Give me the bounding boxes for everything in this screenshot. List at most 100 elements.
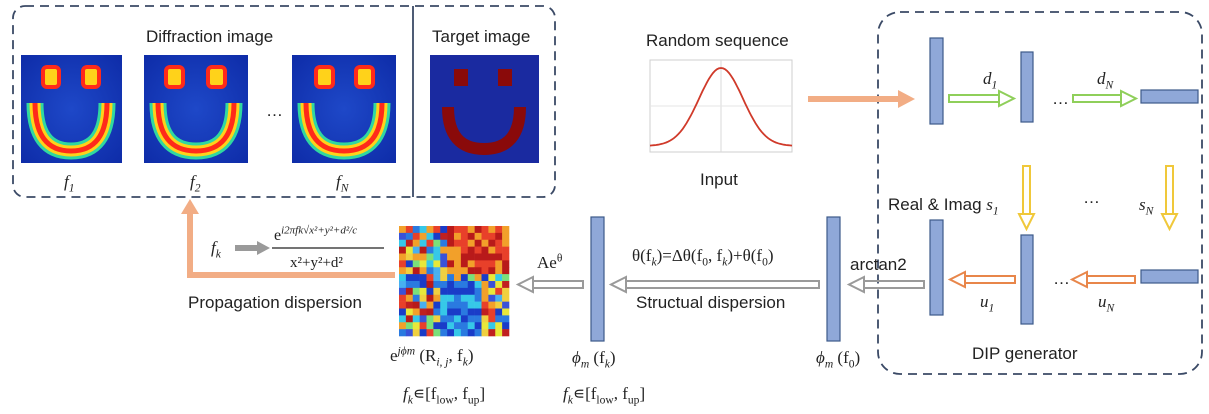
phi-fk-block: [590, 216, 605, 342]
mosaic-cell: [405, 281, 414, 289]
mosaic-cell: [495, 253, 503, 261]
mosaic-cell: [426, 322, 434, 330]
mosaic-cell: [447, 287, 455, 296]
mosaic-cell: [454, 267, 462, 275]
mosaic-cell: [412, 301, 420, 309]
mosaic-cell: [405, 246, 414, 254]
mosaic-cell: [405, 308, 414, 316]
mosaic-cell: [502, 246, 510, 254]
mosaic-cell: [502, 260, 510, 268]
mosaic-cell: [447, 301, 455, 309]
mosaic-cell: [467, 260, 475, 268]
mosaic-cell: [502, 232, 510, 241]
mosaic-cell: [412, 267, 420, 275]
mosaic-cell: [495, 322, 503, 330]
mosaic-cell: [419, 322, 427, 330]
mosaic-cell: [399, 294, 407, 302]
mosaic-cell: [419, 239, 427, 247]
mosaic-cell: [447, 294, 455, 302]
mosaic-cell: [481, 308, 489, 316]
mosaic-cell: [433, 253, 441, 261]
mosaic-cell: [433, 281, 441, 289]
mosaic-cell: [426, 315, 434, 323]
mosaic-cell: [474, 232, 482, 241]
mosaic-cell: [467, 246, 475, 254]
mosaic-cell: [460, 246, 469, 254]
mosaic-cell: [399, 226, 407, 234]
phi-f0-block: [826, 216, 841, 342]
yellow-arrow-sn: [1160, 165, 1179, 232]
mosaic-cell: [419, 281, 427, 289]
mosaic-cell: [495, 239, 503, 247]
mosaic-cell: [412, 287, 420, 296]
mosaic-cell: [467, 315, 475, 323]
mosaic-cell: [447, 281, 455, 289]
mosaic-cell: [426, 239, 434, 247]
mosaic-cell: [399, 274, 407, 282]
mosaic-cell: [440, 301, 448, 309]
propagation-numerator: ei2πfk√x²+y²+d²/c: [274, 224, 358, 244]
mosaic-cell: [447, 239, 455, 247]
freq-range-right: fk∊[flow, fup]: [563, 384, 646, 407]
dip-generator-title: DIP generator: [972, 344, 1078, 363]
mosaic-cell: [405, 322, 414, 330]
mosaic-cell: [474, 301, 482, 309]
mosaic-cell: [399, 267, 407, 275]
mosaic-cell: [426, 329, 434, 337]
mosaic-cell: [502, 294, 510, 302]
mosaic-cell: [419, 329, 427, 337]
mosaic-cell: [412, 308, 420, 316]
mosaic-cell: [481, 329, 489, 337]
mosaic-cell: [460, 239, 469, 247]
mosaic-cell: [474, 322, 482, 330]
mosaic-cell: [419, 232, 427, 241]
mosaic-cell: [502, 308, 510, 316]
mosaic-cell: [440, 267, 448, 275]
mosaic-cell: [426, 281, 434, 289]
mosaic-cell: [433, 287, 441, 296]
mosaic-cell: [433, 315, 441, 323]
mosaic-cell: [474, 294, 482, 302]
mosaic-cell: [454, 239, 462, 247]
mosaic-cell: [502, 239, 510, 247]
mosaic-cell: [419, 287, 427, 296]
mosaic-cell: [454, 301, 462, 309]
mosaic-cell: [467, 274, 475, 282]
mosaic-cell: [495, 281, 503, 289]
diffraction-title: Diffraction image: [146, 27, 274, 46]
input-to-dip-arrow: [808, 90, 915, 108]
mosaic-cell: [433, 232, 441, 241]
mosaic-cell: [412, 294, 420, 302]
propagation-dispersion-label: Propagation dispersion: [188, 293, 362, 312]
mosaic-cell: [399, 322, 407, 330]
freq-range-left: fk∊[flow, fup]: [403, 384, 486, 407]
mosaic-cell: [481, 267, 489, 275]
mosaic-cell: [405, 294, 414, 302]
mosaic-cell: [481, 274, 489, 282]
mosaic-cell: [488, 226, 496, 234]
mosaic-cell: [460, 253, 469, 261]
mosaic-cell: [412, 274, 420, 282]
target-title: Target image: [432, 27, 531, 46]
mosaic-cell: [488, 301, 496, 309]
mosaic-cell: [460, 294, 469, 302]
mosaic-cell: [488, 308, 496, 316]
mosaic-cell: [488, 315, 496, 323]
mosaic-cell: [495, 274, 503, 282]
mosaic-cell: [405, 260, 414, 268]
mosaic-cell: [399, 232, 407, 241]
gray-arrow-amplitude: [515, 275, 584, 294]
mosaic-cell: [440, 294, 448, 302]
mosaic-cell: [454, 287, 462, 296]
mosaic-cell: [454, 232, 462, 241]
mosaic-cell: [419, 246, 427, 254]
mosaic-cell: [495, 267, 503, 275]
mosaic-cell: [399, 246, 407, 254]
phi-fk-label: ϕm (fk): [572, 348, 616, 371]
gaussian-plot: [649, 59, 793, 153]
yellow-arrow-s1: [1017, 165, 1036, 232]
mosaic-cell: [412, 315, 420, 323]
diffraction-panel-border: [12, 5, 556, 198]
mosaic-cell: [447, 308, 455, 316]
mosaic-cell: [481, 287, 489, 296]
